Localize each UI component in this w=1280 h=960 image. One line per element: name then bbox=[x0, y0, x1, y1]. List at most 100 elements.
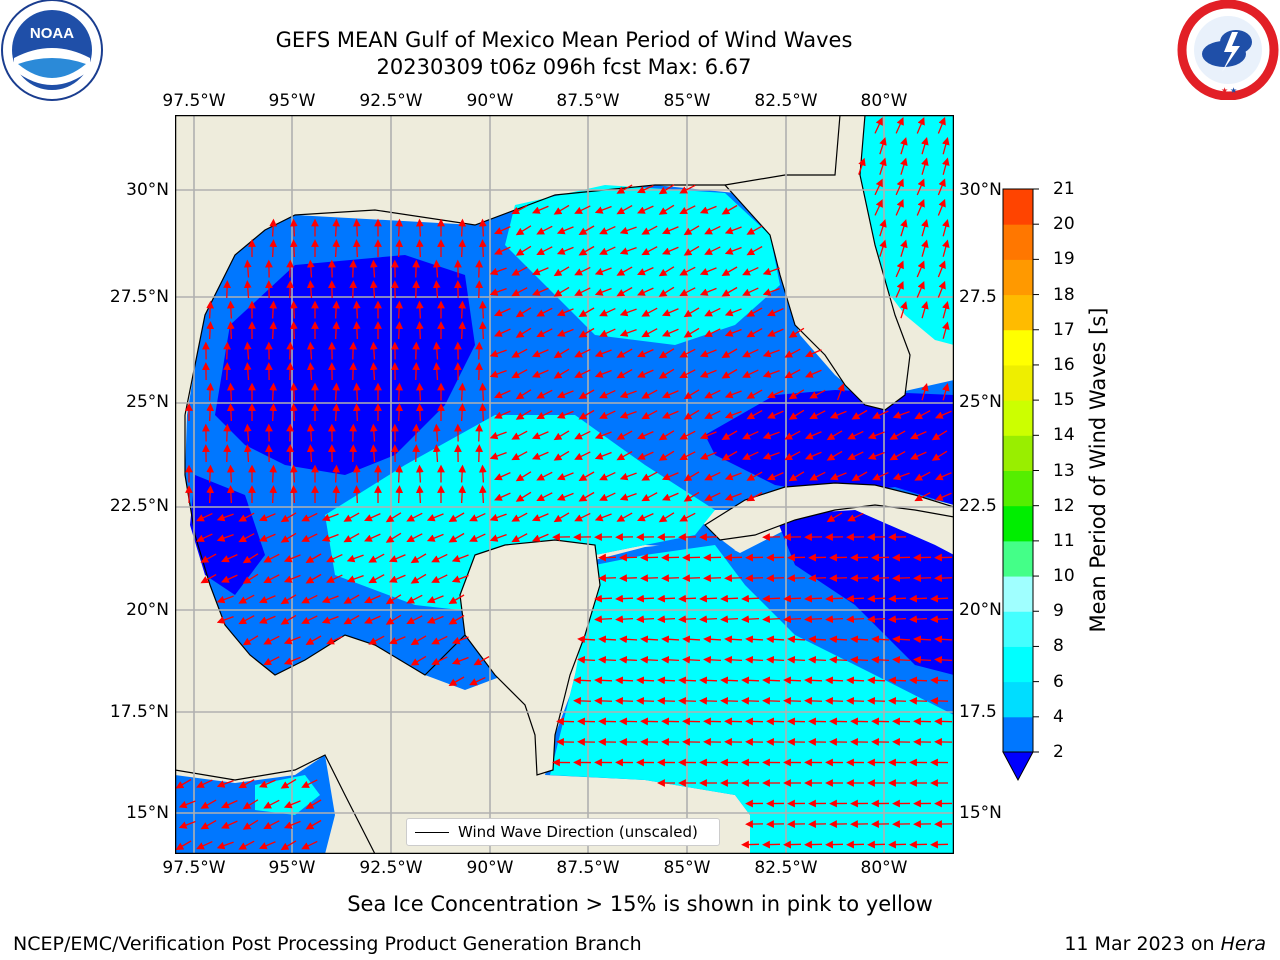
wind-wave-arrow bbox=[289, 321, 298, 340]
svg-text:★: ★ bbox=[1230, 86, 1237, 95]
lat-label: 22.5 bbox=[959, 496, 997, 516]
wind-wave-arrow bbox=[641, 225, 658, 235]
wind-wave-arrow bbox=[724, 655, 743, 664]
wind-wave-arrow bbox=[616, 430, 633, 440]
wind-wave-arrow bbox=[478, 218, 487, 237]
wind-wave-arrow bbox=[661, 328, 679, 337]
lon-label: 90°W bbox=[466, 91, 514, 111]
wind-wave-arrow bbox=[556, 328, 574, 337]
wind-wave-arrow bbox=[804, 451, 822, 460]
wind-wave-arrow bbox=[594, 594, 613, 603]
wind-wave-arrow bbox=[531, 267, 549, 276]
wind-wave-arrow bbox=[658, 430, 675, 441]
wind-wave-arrow bbox=[679, 369, 696, 378]
wind-wave-arrow bbox=[289, 382, 298, 401]
wind-wave-arrow bbox=[478, 403, 487, 422]
wind-wave-arrow bbox=[326, 553, 343, 563]
wind-wave-arrow bbox=[658, 266, 675, 277]
wind-wave-arrow bbox=[704, 307, 721, 317]
wind-wave-arrow bbox=[410, 553, 427, 564]
wind-wave-arrow bbox=[415, 239, 424, 258]
wind-wave-arrow bbox=[619, 390, 637, 399]
wind-wave-arrow bbox=[226, 321, 235, 340]
wind-wave-arrow bbox=[594, 349, 612, 358]
wind-wave-arrow bbox=[395, 382, 404, 401]
wind-wave-arrow bbox=[658, 450, 675, 461]
low-period-zone-caribbean bbox=[775, 510, 954, 675]
wind-wave-arrow bbox=[619, 472, 637, 481]
wind-wave-arrow bbox=[432, 362, 441, 381]
wind-wave-arrow bbox=[196, 512, 213, 522]
wind-wave-arrow bbox=[352, 321, 361, 340]
lon-label: 80°W bbox=[860, 858, 908, 878]
wind-wave-arrow bbox=[332, 239, 341, 258]
lat-label: 25°N bbox=[959, 392, 1002, 412]
wind-wave-arrow bbox=[451, 574, 469, 583]
wind-wave-arrow bbox=[243, 362, 252, 381]
wind-wave-arrow bbox=[216, 779, 234, 788]
wind-wave-arrow bbox=[641, 410, 658, 420]
wind-wave-arrow bbox=[594, 369, 612, 378]
wind-wave-arrow bbox=[767, 328, 784, 337]
wind-wave-arrow bbox=[369, 259, 378, 278]
wind-wave-arrow bbox=[888, 676, 907, 685]
wind-wave-arrow bbox=[762, 369, 780, 378]
lat-label: 20°N bbox=[959, 600, 1002, 620]
wind-wave-arrow bbox=[556, 390, 574, 399]
machine-name: Hera bbox=[1220, 933, 1266, 955]
wind-wave-arrow bbox=[395, 464, 404, 483]
run-date: 11 Mar 2023 on Hera bbox=[1064, 933, 1266, 955]
wind-wave-arrow bbox=[704, 246, 721, 255]
wind-wave-arrow bbox=[352, 464, 361, 483]
wind-wave-arrow bbox=[699, 287, 717, 296]
wind-wave-arrow bbox=[658, 368, 675, 379]
wind-wave-arrow bbox=[301, 533, 318, 542]
wind-wave-arrow bbox=[451, 636, 469, 645]
wind-wave-arrow bbox=[406, 615, 423, 624]
wind-wave-arrow bbox=[808, 655, 827, 664]
wind-wave-arrow bbox=[871, 655, 890, 664]
wind-wave-arrow bbox=[874, 117, 883, 134]
lon-label: 82.5°W bbox=[754, 91, 818, 111]
wind-wave-arrow bbox=[306, 362, 315, 381]
wind-wave-arrow bbox=[395, 300, 404, 319]
wind-wave-arrow bbox=[788, 471, 805, 482]
wind-wave-arrow bbox=[553, 348, 570, 359]
wind-wave-arrow bbox=[321, 595, 339, 604]
wind-wave-arrow bbox=[553, 204, 570, 215]
wind-wave-arrow bbox=[280, 778, 297, 789]
wind-wave-arrow bbox=[724, 308, 742, 317]
low-period-zone-west bbox=[215, 255, 475, 475]
wind-wave-arrow bbox=[879, 157, 887, 175]
wind-wave-arrow bbox=[762, 615, 781, 624]
wind-wave-arrow bbox=[594, 205, 612, 214]
lat-label: 22.5°N bbox=[109, 496, 169, 516]
wind-wave-arrow bbox=[432, 259, 441, 278]
wind-wave-arrow bbox=[679, 184, 696, 194]
wind-wave-arrow bbox=[683, 389, 700, 400]
wind-wave-arrow bbox=[226, 464, 235, 483]
wind-wave-arrow bbox=[741, 594, 760, 603]
noaa-logo: NOAA bbox=[1, 0, 103, 101]
wind-wave-arrow bbox=[395, 239, 404, 258]
wind-wave-arrow bbox=[426, 615, 444, 624]
wind-wave-arrow bbox=[269, 218, 278, 237]
wind-wave-arrow bbox=[661, 472, 679, 481]
wind-wave-arrow bbox=[346, 574, 364, 583]
wind-wave-arrow bbox=[892, 410, 910, 419]
wind-wave-arrow bbox=[368, 553, 385, 563]
map-legend: Wind Wave Direction (unscaled) bbox=[406, 818, 720, 846]
wind-wave-arrow bbox=[637, 451, 654, 460]
wind-wave-arrow bbox=[574, 266, 591, 276]
lon-label: 87.5°W bbox=[556, 91, 620, 111]
wind-wave-arrow bbox=[895, 178, 904, 196]
wind-wave-arrow bbox=[640, 655, 659, 664]
branch-credit: NCEP/EMC/Verification Post Processing Pr… bbox=[13, 933, 642, 955]
wind-wave-arrow bbox=[746, 328, 763, 338]
wind-wave-arrows bbox=[175, 116, 953, 851]
colorbar-segment bbox=[1003, 294, 1033, 331]
wind-wave-arrow bbox=[489, 513, 507, 522]
wind-wave-arrow bbox=[619, 246, 637, 255]
wind-wave-arrow bbox=[916, 280, 925, 298]
wind-wave-arrow bbox=[352, 403, 361, 422]
